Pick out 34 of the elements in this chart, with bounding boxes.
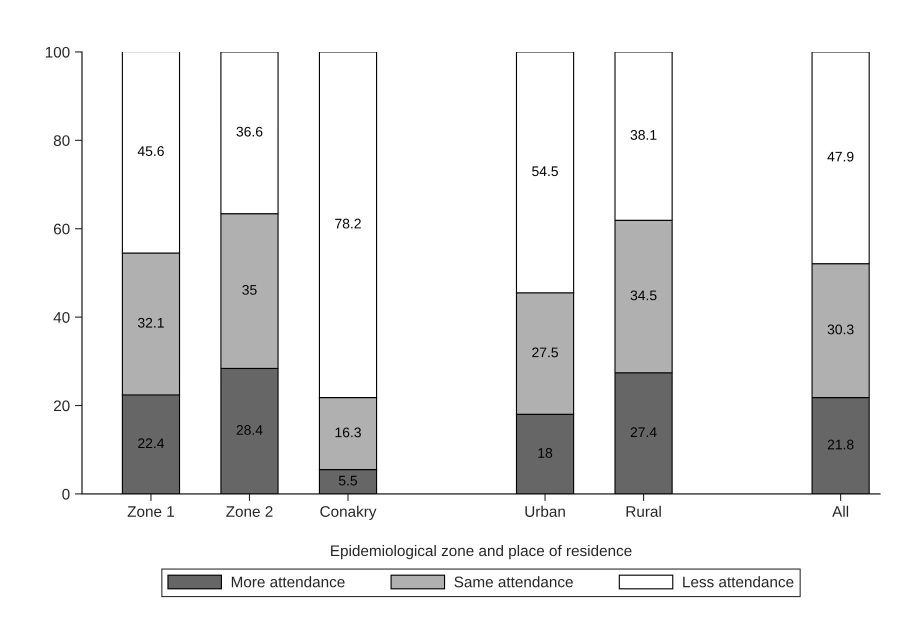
- y-tick-label: 60: [54, 224, 70, 234]
- y-tick-label: 0: [62, 488, 70, 500]
- data-label: 21.8: [828, 440, 854, 450]
- legend-label: Same attendance: [454, 576, 573, 588]
- data-label: 32.1: [138, 318, 164, 328]
- x-tick-label: Urban: [525, 506, 565, 517]
- x-tick-label: Zone 1: [128, 506, 174, 517]
- data-label: 16.3: [336, 427, 361, 438]
- data-label: 35: [242, 284, 257, 295]
- y-tick-label: 100: [46, 46, 70, 58]
- data-label: 47.9: [827, 152, 854, 162]
- data-label: 36.6: [236, 126, 262, 137]
- data-label: 30.3: [828, 324, 854, 334]
- data-label: 54.5: [532, 166, 558, 176]
- legend-label: Less attendance: [683, 576, 794, 588]
- x-axis-title: Epidemiological zone and place of residence: [331, 544, 632, 560]
- data-label: 34.5: [630, 290, 657, 300]
- data-label: 27.5: [532, 347, 558, 358]
- x-tick-label: Conakry: [320, 506, 376, 520]
- data-label: 5.5: [338, 476, 358, 486]
- y-tick-label: 20: [54, 400, 70, 412]
- y-tick-label: 80: [54, 135, 70, 146]
- legend-label: More attendance: [232, 576, 345, 588]
- data-label: 45.6: [138, 146, 164, 156]
- x-tick-label: Zone 2: [226, 506, 272, 517]
- x-tick-label: All: [832, 506, 848, 517]
- data-label: 18: [538, 448, 552, 458]
- data-label: 38.1: [630, 130, 656, 140]
- data-label: 28.4: [236, 425, 263, 435]
- y-tick-label: 40: [54, 312, 70, 323]
- data-label: 27.4: [630, 427, 657, 437]
- x-tick-label: Rural: [626, 506, 661, 517]
- data-label: 22.4: [138, 438, 164, 448]
- data-label: 78.2: [335, 218, 361, 228]
